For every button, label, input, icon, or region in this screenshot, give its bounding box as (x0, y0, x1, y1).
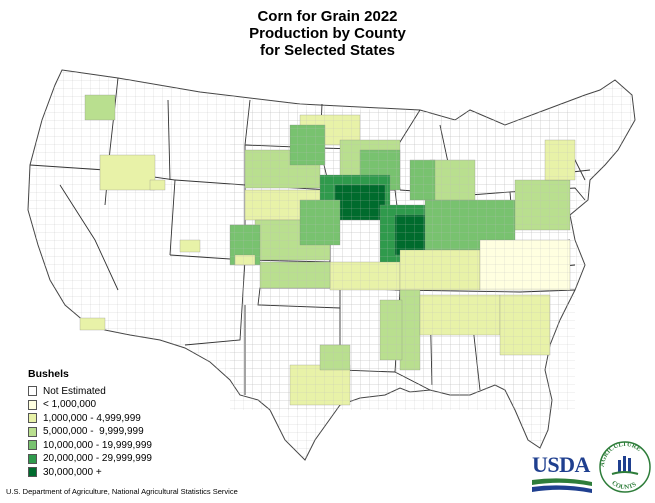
legend-item: Not Estimated (28, 385, 152, 397)
legend-label: < 1,000,000 (43, 399, 97, 410)
legend-label: 30,000,000 + (43, 466, 102, 478)
legend-item: < 1,000,000 (28, 399, 152, 411)
legend-swatch (28, 467, 37, 477)
legend-swatch (28, 386, 37, 396)
legend-label: 10,000,000 - 19,999,999 (43, 439, 152, 451)
legend-label: Not Estimated (43, 385, 106, 397)
legend-swatch (28, 413, 37, 423)
seal-bottom-text: COUNTS (610, 480, 638, 492)
legend-swatch (28, 399, 37, 410)
legend-swatch (28, 426, 37, 437)
title-line-3: for Selected States (259, 42, 396, 59)
legend-item: 5,000,000 - 9,999,999 (28, 426, 152, 438)
legend-label: 1,000,000 - 4,999,999 (43, 412, 141, 424)
legend-label: 20,000,000 - 29,999,999 (43, 453, 152, 464)
usda-logo: USDA (532, 454, 594, 496)
legend-swatch (28, 440, 37, 450)
agriculture-counts-seal: AGRICULTURE COUNTS (599, 441, 651, 493)
legend-item: 30,000,000 + (28, 466, 152, 478)
title-line-2: Production by County (249, 25, 406, 42)
legend-swatch (28, 453, 37, 464)
map-title: Corn for Grain 2022 Production by County… (0, 8, 655, 59)
legend-item: 1,000,000 - 4,999,999 (28, 412, 152, 424)
usda-swoosh-icon (532, 478, 592, 493)
legend: Bushels Not Estimated < 1,000,000 1,000,… (28, 368, 152, 480)
source-credit: U.S. Department of Agriculture, National… (6, 487, 238, 496)
legend-label: 5,000,000 - 9,999,999 (43, 426, 144, 437)
title-line-1: Corn for Grain 2022 (257, 8, 398, 25)
legend-heading: Bushels (28, 368, 69, 380)
legend-item: 20,000,000 - 29,999,999 (28, 453, 152, 465)
legend-item: 10,000,000 - 19,999,999 (28, 439, 152, 451)
usda-logo-text: USDA (532, 452, 590, 477)
svg-text:COUNTS: COUNTS (610, 480, 638, 492)
